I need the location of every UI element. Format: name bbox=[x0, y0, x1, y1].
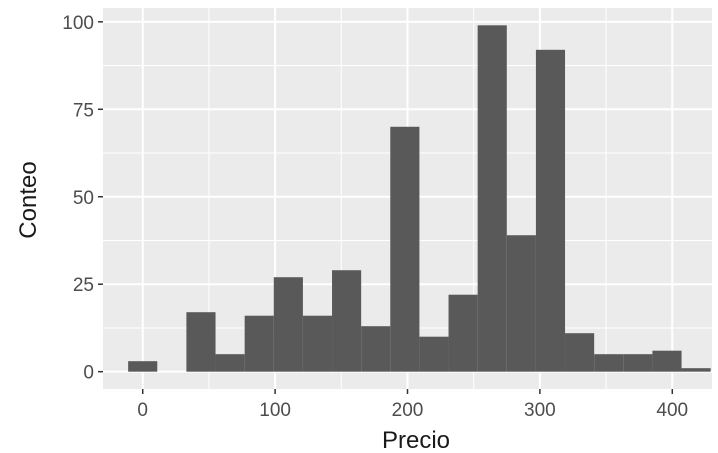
x-tick-label: 400 bbox=[656, 400, 688, 421]
x-tick-label: 200 bbox=[392, 400, 424, 421]
histogram-bar bbox=[477, 25, 507, 372]
y-axis-title: Conteo bbox=[15, 161, 42, 238]
x-axis-title: Precio bbox=[382, 427, 450, 453]
histogram-bar bbox=[186, 312, 216, 372]
y-axis: 0 25 50 75 100 bbox=[62, 13, 103, 384]
histogram-bar bbox=[128, 361, 158, 372]
x-tick-label: 0 bbox=[137, 400, 148, 421]
histogram-bar bbox=[535, 49, 566, 372]
histogram-bar bbox=[652, 350, 682, 372]
histogram-bar bbox=[390, 126, 420, 372]
histogram-bar bbox=[419, 336, 449, 372]
y-tick-label: 0 bbox=[83, 363, 94, 384]
histogram-bar bbox=[361, 326, 391, 372]
histogram-bar bbox=[273, 277, 303, 372]
y-tick-label: 25 bbox=[73, 275, 94, 296]
x-axis: 0 100 200 300 400 bbox=[137, 389, 688, 421]
histogram-bar bbox=[681, 368, 711, 372]
histogram-bar bbox=[565, 333, 595, 372]
histogram-bar bbox=[594, 354, 624, 372]
histogram-bar bbox=[506, 235, 536, 372]
histogram-bars bbox=[128, 25, 711, 372]
y-tick-label: 100 bbox=[62, 13, 94, 34]
histogram-bar bbox=[623, 354, 653, 372]
histogram-bar bbox=[215, 354, 245, 372]
y-tick-label: 50 bbox=[73, 188, 94, 209]
histogram-bar bbox=[302, 315, 333, 372]
x-tick-label: 100 bbox=[259, 400, 291, 421]
histogram-bar bbox=[448, 294, 478, 372]
y-tick-label: 75 bbox=[73, 100, 94, 121]
histogram-bar bbox=[244, 315, 274, 372]
x-tick-label: 300 bbox=[524, 400, 556, 421]
histogram-bar bbox=[332, 270, 362, 372]
